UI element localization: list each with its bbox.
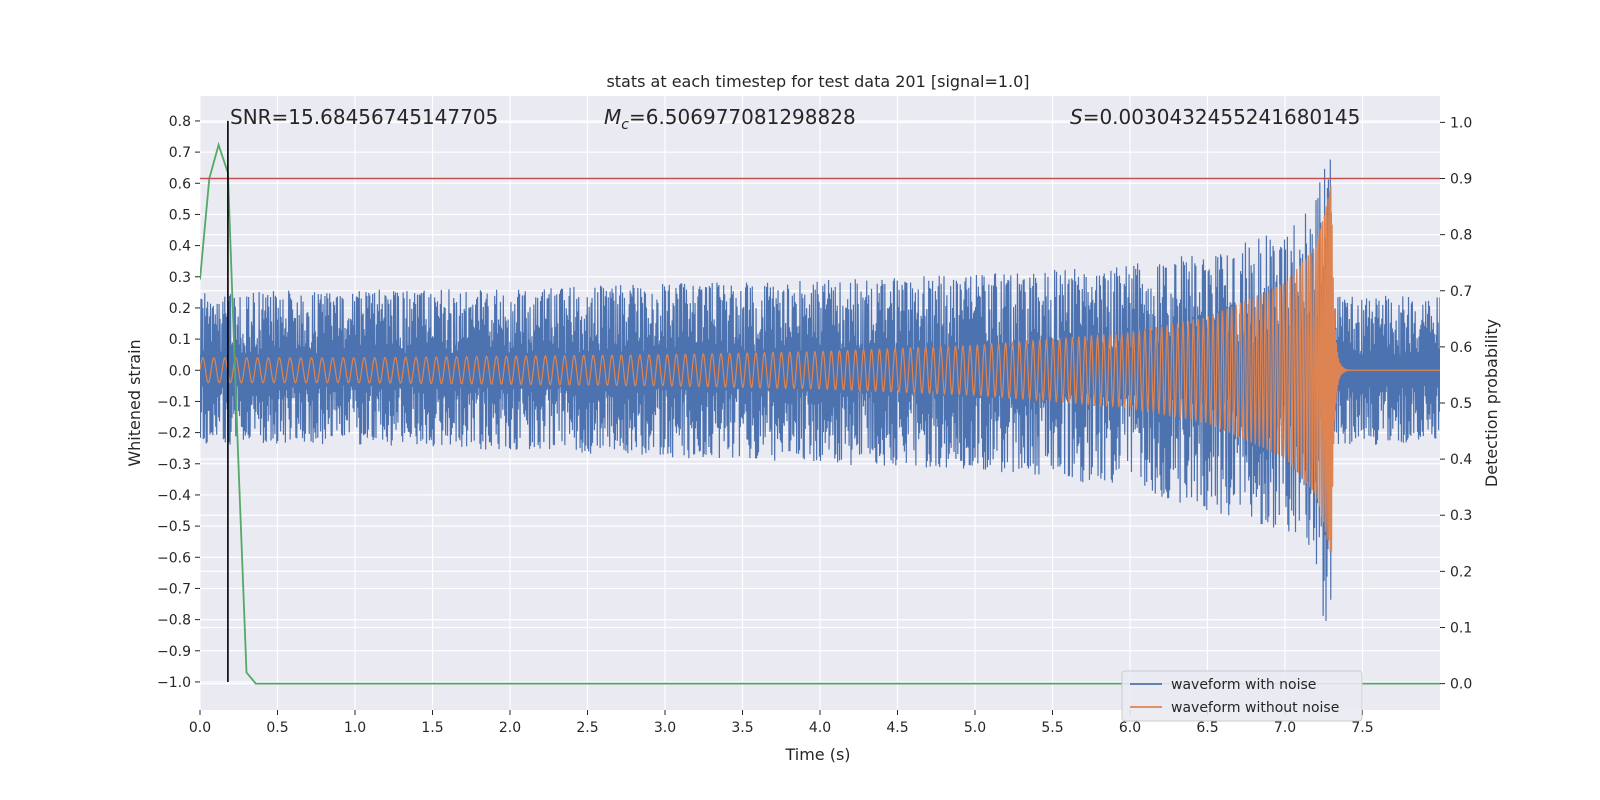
y2-tick-label: 1.0 bbox=[1450, 115, 1472, 131]
series-detection-probability bbox=[200, 141, 1440, 685]
y2-axis-label: Detection probability bbox=[1482, 319, 1501, 487]
y-tick-label: 0.7 bbox=[169, 145, 191, 161]
x-tick-label: 0.0 bbox=[189, 720, 211, 736]
s-annotation: S=0.0030432455241680145 bbox=[1070, 105, 1360, 129]
chirp-mass-annotation: Mc=6.506977081298828 bbox=[604, 105, 856, 133]
y-axis-ticks: 0.8 0.7 0.6 0.5 0.4 0.3 0.2 0.1 0.0 −0.1 −0.2 −0.3 −… bbox=[157, 114, 200, 691]
x-tick-label: 1.0 bbox=[344, 720, 366, 736]
x-tick-label: 4.5 bbox=[886, 720, 908, 736]
y-tick-label: −0.6 bbox=[157, 550, 191, 566]
y-tick-label: 0.2 bbox=[169, 301, 191, 317]
y2-tick-label: 0.9 bbox=[1450, 172, 1472, 188]
y2-axis-ticks: 1.0 0.9 0.8 0.7 0.6 0.5 0.4 0.3 0.2 0.1 0.0 bbox=[1440, 115, 1472, 693]
y-tick-label: 0.3 bbox=[169, 270, 191, 286]
s-symbol: S bbox=[1070, 105, 1083, 129]
x-tick-label: 6.5 bbox=[1196, 720, 1218, 736]
y-tick-label: −0.5 bbox=[157, 519, 191, 535]
chirp-mass-subscript: c bbox=[621, 117, 629, 133]
y2-tick-label: 0.0 bbox=[1450, 677, 1472, 693]
y2-tick-label: 0.5 bbox=[1450, 396, 1472, 412]
y2-tick-label: 0.1 bbox=[1450, 620, 1472, 636]
y-tick-label: −0.3 bbox=[157, 457, 191, 473]
x-tick-label: 5.0 bbox=[964, 720, 986, 736]
y-tick-label: 0.6 bbox=[169, 176, 191, 192]
x-tick-label: 2.0 bbox=[499, 720, 521, 736]
y-tick-label: −0.7 bbox=[157, 581, 191, 597]
clean-waveform-line bbox=[200, 186, 1440, 552]
snr-annotation: SNR=15.68456745147705 bbox=[230, 105, 498, 129]
x-tick-label: 1.5 bbox=[421, 720, 443, 736]
x-axis-label: Time (s) bbox=[784, 745, 850, 764]
plot-area bbox=[200, 120, 1440, 685]
legend-box bbox=[1121, 670, 1363, 722]
x-tick-label: 2.5 bbox=[576, 720, 598, 736]
series-waveform-without-noise bbox=[200, 186, 1440, 552]
x-tick-label: 3.5 bbox=[731, 720, 753, 736]
chart-title: stats at each timestep for test data 201… bbox=[606, 72, 1029, 91]
y-tick-label: 0.1 bbox=[169, 332, 191, 348]
s-value: =0.0030432455241680145 bbox=[1083, 105, 1361, 129]
y2-tick-label: 0.4 bbox=[1450, 452, 1472, 468]
y-tick-label: 0.4 bbox=[169, 239, 191, 255]
legend: waveform with noise waveform without noi… bbox=[1121, 670, 1363, 722]
x-tick-label: 6.0 bbox=[1119, 720, 1141, 736]
y2-tick-label: 0.6 bbox=[1450, 340, 1472, 356]
x-tick-label: 3.0 bbox=[654, 720, 676, 736]
x-axis-ticks: 0.0 0.5 1.0 1.5 2.0 2.5 3.0 3.5 4.0 4.5 5.0 5.5 6.0 6… bbox=[189, 710, 1374, 736]
y-tick-label: −0.1 bbox=[157, 394, 191, 410]
y-tick-label: 0.5 bbox=[169, 207, 191, 223]
y-axis-label: Whitened strain bbox=[125, 339, 144, 466]
x-tick-label: 4.0 bbox=[809, 720, 831, 736]
chirp-mass-value: =6.506977081298828 bbox=[629, 105, 856, 129]
legend-label-waveform-with-noise: waveform with noise bbox=[1171, 677, 1316, 693]
chirp-mass-symbol: M bbox=[604, 105, 621, 129]
x-tick-label: 7.0 bbox=[1274, 720, 1296, 736]
y2-tick-label: 0.3 bbox=[1450, 508, 1472, 524]
y-tick-label: 0.8 bbox=[169, 114, 191, 130]
y-tick-label: −0.9 bbox=[157, 644, 191, 660]
y2-tick-label: 0.2 bbox=[1450, 564, 1472, 580]
x-tick-label: 5.5 bbox=[1041, 720, 1063, 736]
y-tick-label: −0.8 bbox=[157, 613, 191, 629]
probability-line bbox=[200, 141, 1440, 685]
x-tick-label: 7.5 bbox=[1351, 720, 1373, 736]
y-tick-label: −0.4 bbox=[157, 488, 191, 504]
y-tick-label: 0.0 bbox=[169, 363, 191, 379]
y2-tick-label: 0.7 bbox=[1450, 284, 1472, 300]
x-tick-label: 0.5 bbox=[266, 720, 288, 736]
y-tick-label: −1.0 bbox=[157, 675, 191, 691]
legend-label-waveform-without-noise: waveform without noise bbox=[1171, 700, 1339, 716]
y-tick-label: −0.2 bbox=[157, 426, 191, 442]
y2-tick-label: 0.8 bbox=[1450, 228, 1472, 244]
